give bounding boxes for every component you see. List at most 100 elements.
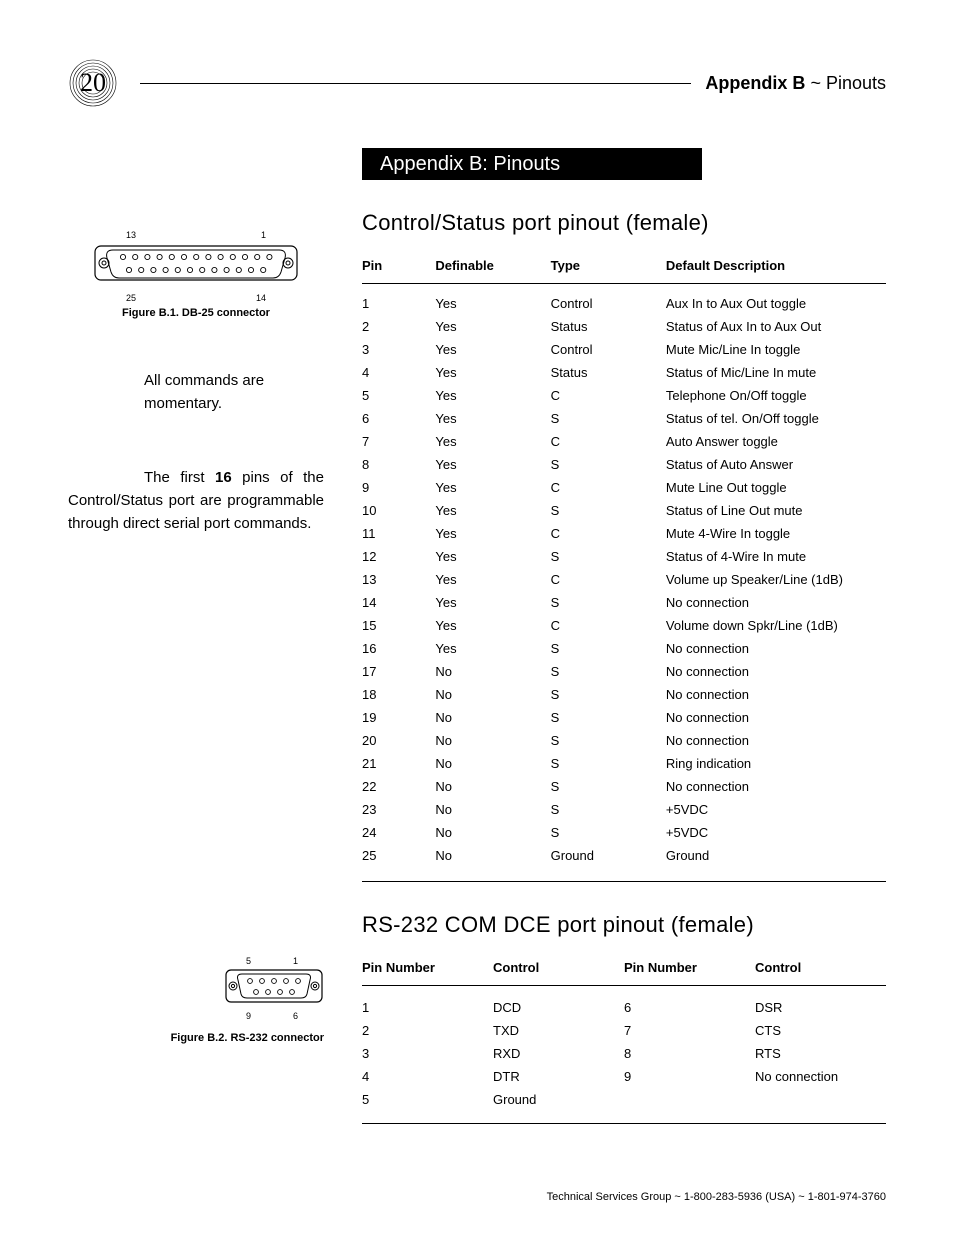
table-cell: 9 bbox=[362, 476, 435, 499]
table-cell: C bbox=[551, 522, 666, 545]
table-cell bbox=[624, 1088, 755, 1111]
table-cell: Yes bbox=[435, 315, 550, 338]
table-row: 13YesCVolume up Speaker/Line (1dB) bbox=[362, 568, 886, 591]
rs232-table: Pin NumberControlPin NumberControl 1DCD6… bbox=[362, 956, 886, 1111]
table-cell: 23 bbox=[362, 798, 435, 821]
table-cell: 5 bbox=[362, 1088, 493, 1111]
table-cell: S bbox=[551, 453, 666, 476]
table-cell: Yes bbox=[435, 284, 550, 316]
fig1-pin-bottomright: 14 bbox=[256, 293, 266, 303]
table-cell: No bbox=[435, 844, 550, 867]
table-cell: Yes bbox=[435, 338, 550, 361]
table-cell: 18 bbox=[362, 683, 435, 706]
table-cell: 8 bbox=[362, 453, 435, 476]
table-cell: Status of 4-Wire In mute bbox=[666, 545, 886, 568]
table-cell: C bbox=[551, 568, 666, 591]
table-cell: Yes bbox=[435, 545, 550, 568]
table-cell: Volume up Speaker/Line (1dB) bbox=[666, 568, 886, 591]
table-cell: Yes bbox=[435, 361, 550, 384]
table-cell: Yes bbox=[435, 476, 550, 499]
table-cell: No connection bbox=[666, 660, 886, 683]
table-row: 12YesSStatus of 4-Wire In mute bbox=[362, 545, 886, 568]
header-rule bbox=[140, 83, 691, 84]
page-header: 20 Appendix B ~ Pinouts bbox=[68, 58, 886, 108]
table-cell: 1 bbox=[362, 986, 493, 1020]
fig2-pin-topleft: 5 bbox=[246, 956, 251, 966]
table-cell: Status bbox=[551, 315, 666, 338]
table-cell: Yes bbox=[435, 407, 550, 430]
table-cell: RXD bbox=[493, 1042, 624, 1065]
figure-db25: 13 1 (function(){ var g=document.querySe… bbox=[68, 230, 324, 319]
table-cell: No connection bbox=[666, 591, 886, 614]
table-row: 19NoSNo connection bbox=[362, 706, 886, 729]
table-cell: Status of Auto Answer bbox=[666, 453, 886, 476]
table1-header: Default Description bbox=[666, 254, 886, 284]
table-cell: 2 bbox=[362, 315, 435, 338]
table-row: 22NoSNo connection bbox=[362, 775, 886, 798]
table-cell: No connection bbox=[666, 775, 886, 798]
table-cell: 7 bbox=[624, 1019, 755, 1042]
table-cell: Status of tel. On/Off toggle bbox=[666, 407, 886, 430]
table-cell: S bbox=[551, 499, 666, 522]
rs232-connector-icon bbox=[224, 966, 324, 1006]
table-cell: Control bbox=[551, 338, 666, 361]
table-cell: 9 bbox=[624, 1065, 755, 1088]
table2-header: Pin Number bbox=[362, 956, 493, 986]
table-row: 6YesSStatus of tel. On/Off toggle bbox=[362, 407, 886, 430]
table-cell: S bbox=[551, 407, 666, 430]
table-row: 3RXD8RTS bbox=[362, 1042, 886, 1065]
table-cell: S bbox=[551, 660, 666, 683]
table-cell: 2 bbox=[362, 1019, 493, 1042]
table-cell: Yes bbox=[435, 591, 550, 614]
table-cell: RTS bbox=[755, 1042, 886, 1065]
table-row: 10YesSStatus of Line Out mute bbox=[362, 499, 886, 522]
table-row: 14YesSNo connection bbox=[362, 591, 886, 614]
table2-bottom-rule bbox=[362, 1123, 886, 1124]
table2-header: Control bbox=[493, 956, 624, 986]
table-cell: Ground bbox=[493, 1088, 624, 1111]
table-cell: DTR bbox=[493, 1065, 624, 1088]
table-cell: 13 bbox=[362, 568, 435, 591]
table-cell: +5VDC bbox=[666, 798, 886, 821]
table-cell: Status of Line Out mute bbox=[666, 499, 886, 522]
table-cell bbox=[755, 1088, 886, 1111]
table-cell: 24 bbox=[362, 821, 435, 844]
table-cell: 25 bbox=[362, 844, 435, 867]
table-row: 3YesControlMute Mic/Line In toggle bbox=[362, 338, 886, 361]
table-cell: CTS bbox=[755, 1019, 886, 1042]
table-cell: 12 bbox=[362, 545, 435, 568]
table-cell: 21 bbox=[362, 752, 435, 775]
table-cell: Yes bbox=[435, 453, 550, 476]
section-banner: Appendix B: Pinouts bbox=[362, 148, 702, 180]
fig1-pin-bottomleft: 25 bbox=[126, 293, 136, 303]
fig2-pin-topright: 1 bbox=[293, 956, 298, 966]
side-note-1: All commands are momentary. bbox=[68, 369, 324, 416]
table-row: 8YesSStatus of Auto Answer bbox=[362, 453, 886, 476]
table1-header: Pin bbox=[362, 254, 435, 284]
table-cell: Yes bbox=[435, 430, 550, 453]
table-cell: 10 bbox=[362, 499, 435, 522]
table-cell: Auto Answer toggle bbox=[666, 430, 886, 453]
page-footer: Technical Services Group ~ 1-800-283-593… bbox=[0, 1191, 886, 1203]
section2-title: RS-232 COM DCE port pinout (female) bbox=[362, 912, 886, 938]
table-cell: DSR bbox=[755, 986, 886, 1020]
table-cell: No connection bbox=[666, 729, 886, 752]
table-cell: No bbox=[435, 798, 550, 821]
table-cell: Volume down Spkr/Line (1dB) bbox=[666, 614, 886, 637]
table-cell: 3 bbox=[362, 1042, 493, 1065]
note2-bold: 16 bbox=[215, 469, 232, 486]
table-cell: S bbox=[551, 752, 666, 775]
table-cell: 3 bbox=[362, 338, 435, 361]
table-cell: No connection bbox=[755, 1065, 886, 1088]
table-row: 24NoS+5VDC bbox=[362, 821, 886, 844]
table-cell: S bbox=[551, 729, 666, 752]
table-row: 18NoSNo connection bbox=[362, 683, 886, 706]
table-cell: Control bbox=[551, 284, 666, 316]
table-cell: Ground bbox=[666, 844, 886, 867]
table-cell: Yes bbox=[435, 568, 550, 591]
table-row: 16YesSNo connection bbox=[362, 637, 886, 660]
fig2-pin-bottomright: 6 bbox=[293, 1011, 298, 1021]
table2-header: Pin Number bbox=[624, 956, 755, 986]
figure-rs232-wrap: 5 1 (function(){ var g=document.querySel… bbox=[68, 946, 324, 1044]
table-cell: Ring indication bbox=[666, 752, 886, 775]
